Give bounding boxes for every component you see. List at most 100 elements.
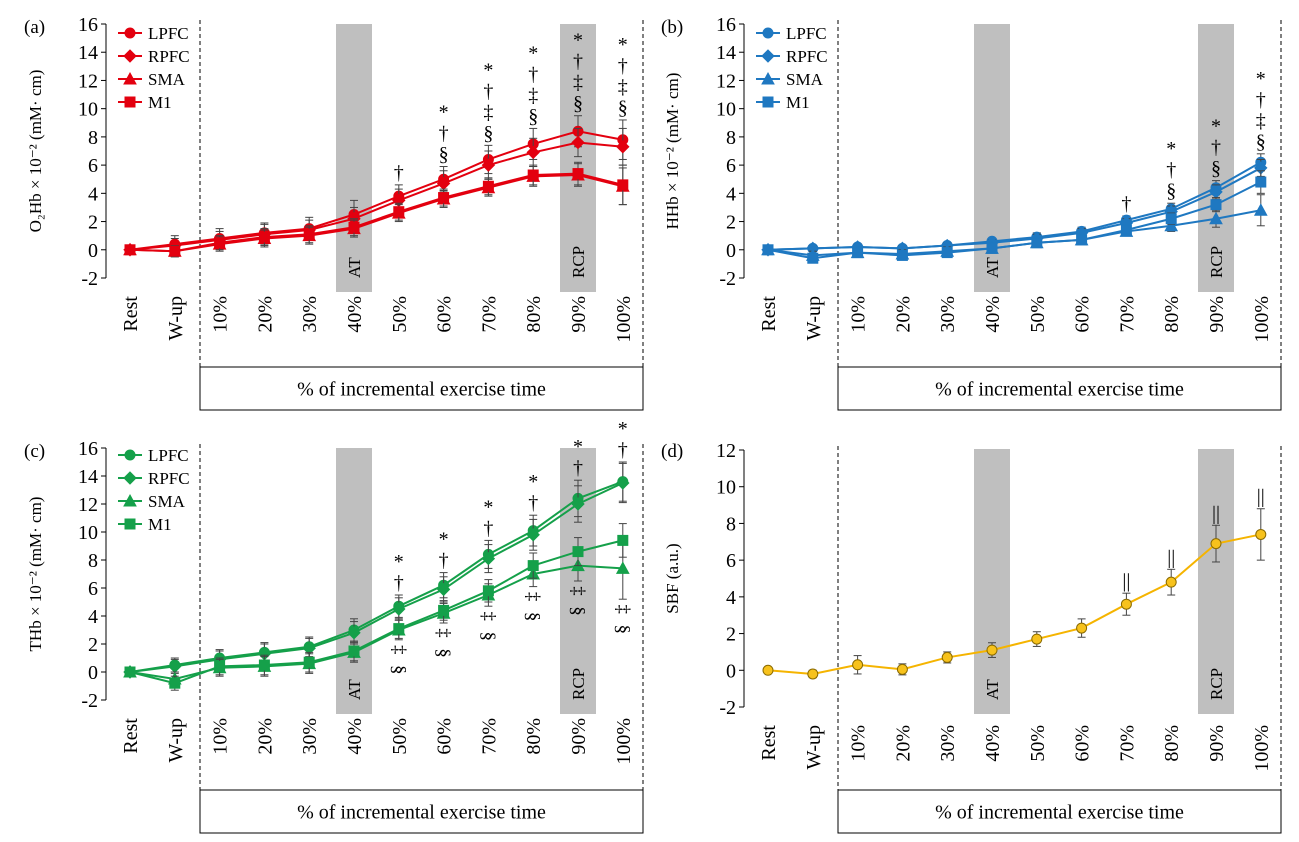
data-point <box>392 602 406 616</box>
panel-label: (c) <box>24 441 45 462</box>
y-tick-label: 0 <box>88 662 98 684</box>
data-point <box>762 664 774 676</box>
x-tick-label: 60% <box>1072 296 1094 333</box>
x-axis-title-box <box>837 366 1282 411</box>
significance-mark: ‡ <box>528 84 538 106</box>
data-point <box>571 135 585 150</box>
legend-label: M1 <box>148 515 172 534</box>
y-tick-label: 14 <box>78 466 98 488</box>
y-axis-title: O₂Hb × 10⁻² (mM· cm) <box>26 70 45 233</box>
significance-mark: § <box>483 122 493 144</box>
legend-marker <box>761 71 775 85</box>
x-tick-label: 30% <box>937 296 959 333</box>
data-point <box>1031 633 1043 645</box>
y-tick-label: 8 <box>726 127 736 149</box>
series-rpfc <box>123 462 630 679</box>
x-tick-label: 50% <box>1027 725 1049 762</box>
significance-mark: ‡ <box>433 628 454 638</box>
series-sbf <box>762 508 1267 680</box>
significance-mark: † <box>394 162 404 184</box>
x-tick-label: 80% <box>523 718 545 755</box>
significance-mark: § <box>567 606 588 616</box>
significance-mark: § <box>522 612 543 622</box>
panel-label: (b) <box>661 17 683 38</box>
data-point <box>481 158 496 172</box>
significance-mark: * <box>1166 138 1176 160</box>
y-tick-label: -2 <box>719 697 736 719</box>
significance-mark: * <box>573 436 583 458</box>
data-point <box>124 244 136 256</box>
y-tick-label: 0 <box>88 240 98 262</box>
y-tick-label: 6 <box>88 155 98 177</box>
data-point <box>1164 218 1179 232</box>
legend-label: RPFC <box>148 469 190 488</box>
data-point <box>1255 176 1267 188</box>
y-tick-label: -2 <box>81 690 98 712</box>
significance-mark: || <box>1257 486 1265 508</box>
significance-mark: † <box>483 517 493 539</box>
data-point <box>348 645 360 657</box>
significance-mark: ‡ <box>612 604 633 614</box>
x-tick-label: 80% <box>1161 725 1183 762</box>
significance-mark: ‡ <box>567 586 588 596</box>
rcp-label: RCP <box>1207 668 1226 700</box>
significance-mark: † <box>1166 159 1176 181</box>
data-point <box>436 582 451 597</box>
x-tick-label: 30% <box>937 725 959 762</box>
data-point <box>807 668 819 680</box>
legend-marker <box>123 493 137 507</box>
rcp-label: RCP <box>569 246 588 278</box>
at-label: AT <box>345 257 364 278</box>
significance-mark: || <box>1167 546 1175 568</box>
y-axis-title: THb × 10⁻² (mM· cm) <box>26 497 45 652</box>
data-point <box>169 245 181 257</box>
data-point <box>527 560 539 572</box>
series-line <box>129 480 624 673</box>
y-tick-label: 6 <box>88 578 98 600</box>
legend-marker <box>762 96 774 108</box>
x-axis-title: % of incremental exercise time <box>935 379 1184 401</box>
x-tick-label: 50% <box>389 718 411 755</box>
data-point <box>1031 237 1043 249</box>
y-tick-label: 2 <box>726 212 736 234</box>
legend-label: LPFC <box>786 24 827 43</box>
significance-mark: ‡ <box>483 101 493 123</box>
data-point <box>941 247 953 259</box>
y-axis-title: SBF (a.u.) <box>663 543 682 613</box>
significance-mark: § <box>439 144 449 166</box>
at-label: AT <box>983 257 1002 278</box>
data-point <box>1209 211 1223 225</box>
data-point <box>482 585 494 597</box>
significance-mark: § <box>1166 180 1176 202</box>
x-tick-label: 30% <box>299 718 321 755</box>
significance-mark: * <box>528 471 538 493</box>
data-point <box>986 644 998 656</box>
rcp-shade <box>1198 449 1234 714</box>
data-point <box>615 561 630 574</box>
data-point <box>527 169 539 181</box>
data-point <box>481 551 496 566</box>
legend-label: LPFC <box>148 24 189 43</box>
series-m1 <box>762 170 1267 264</box>
legend-label: SMA <box>786 70 824 89</box>
x-tick-label: 80% <box>1161 296 1183 333</box>
x-tick-label: 10% <box>210 718 232 755</box>
data-point <box>214 237 226 249</box>
y-tick-label: 0 <box>726 660 736 682</box>
y-tick-label: 2 <box>88 634 98 656</box>
data-point <box>941 651 953 663</box>
y-tick-label: 16 <box>78 438 98 460</box>
data-point <box>526 145 540 160</box>
data-point <box>572 546 584 558</box>
x-tick-label: Rest <box>120 718 142 754</box>
x-tick-label: 50% <box>1027 296 1049 333</box>
x-tick-label: 60% <box>434 718 456 755</box>
significance-mark: † <box>394 572 404 594</box>
significance-mark: * <box>394 551 404 573</box>
data-point <box>1165 213 1177 225</box>
panel-a: AT RCP -2 0 2 4 6 8 10 12 14 16 O₂Hb × 10⁻² (mM· cm)… <box>24 14 644 411</box>
series-line <box>129 539 624 685</box>
y-tick-label: 14 <box>78 42 98 64</box>
data-point <box>438 192 450 204</box>
legend: LPFC RPFC SMA M1 <box>118 24 190 112</box>
